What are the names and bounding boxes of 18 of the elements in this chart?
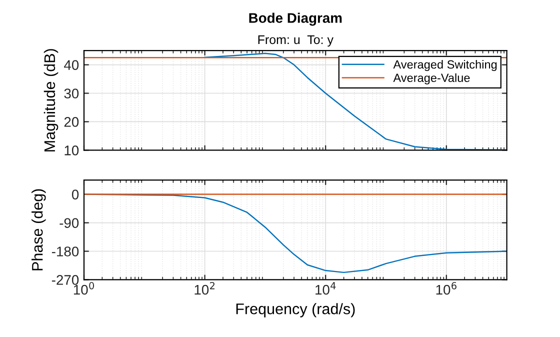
chart-subtitle: From: u To: y (258, 35, 334, 47)
y-axis-title: Magnitude (dB) (44, 49, 58, 152)
y-tick-label: 30 (64, 88, 79, 98)
y-tick-label: 0 (72, 190, 79, 200)
y-tick-label: 20 (64, 117, 79, 127)
y-tick-label: -270 (52, 275, 79, 285)
y-tick-label: -90 (60, 218, 79, 228)
y-tick-label: 40 (64, 60, 79, 70)
x-tick-label: 10$^{2}$ (194, 282, 214, 295)
y-tick-label: -180 (52, 246, 79, 256)
chart-title: Bode Diagram (249, 12, 342, 26)
y-axis-title: Phase (deg) (32, 189, 46, 270)
legend-label: Average-Value (393, 73, 470, 84)
x-tick-label: 10$^{6}$ (436, 282, 456, 295)
x-axis-title: Frequency (rad/s) (236, 303, 355, 318)
legend-label: Averaged Switching (393, 60, 497, 71)
x-tick-label: 10$^{4}$ (316, 282, 336, 295)
y-tick-label: 10 (64, 146, 79, 156)
